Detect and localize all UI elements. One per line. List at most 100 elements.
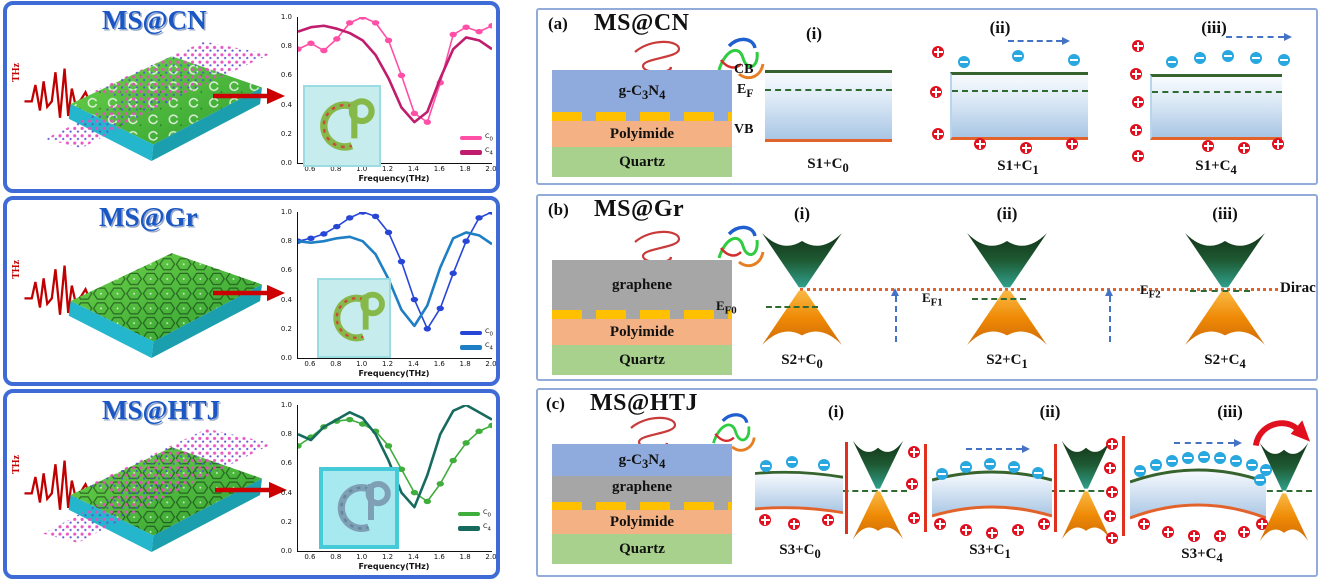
- hole-icon: [934, 518, 946, 530]
- caption: S3+C0: [779, 542, 821, 561]
- y-tick-label: 0.2: [280, 129, 292, 138]
- y-tick-label: 0.8: [280, 430, 292, 439]
- legend-label: C0: [485, 132, 493, 143]
- legend-swatch: [458, 526, 480, 531]
- x-tick-label: 1.6: [433, 165, 445, 173]
- hole-icon: [960, 524, 972, 536]
- cn-sheet: [93, 41, 270, 106]
- hole-icon: [1012, 524, 1024, 536]
- hole-icon: [1038, 518, 1050, 530]
- hole-icon: [788, 518, 800, 530]
- hole-icon: [1104, 462, 1116, 474]
- hole-icon: [822, 514, 834, 526]
- x-axis-label: Frequency(THz): [358, 174, 430, 183]
- electron-icon: [760, 460, 772, 472]
- dirac-cone: [967, 233, 1047, 345]
- layer-gc3n4: g-C3N4: [552, 70, 732, 112]
- x-tick-label: 2.0: [485, 553, 497, 561]
- legend-label: C0: [485, 327, 493, 338]
- x-tick-label: 0.8: [330, 360, 342, 368]
- thz-waveform-icon: [24, 68, 97, 118]
- y-tick-label: 0.6: [280, 266, 292, 275]
- sample-stack-gr: graphene Polyimide Quartz: [552, 260, 732, 375]
- caption: S2+C1: [986, 352, 1028, 371]
- plot-area: [297, 17, 492, 164]
- hole-icon: [1162, 526, 1174, 538]
- legend-swatch: [460, 345, 482, 350]
- panel-c-band-diagram-htj: (c) MS@HTJ g-C3N4 graphene Polyimide Qua…: [536, 388, 1318, 577]
- hole-icon: [1104, 510, 1116, 522]
- hole-icon: [1188, 530, 1200, 542]
- hole-icon: [1238, 526, 1250, 538]
- electron-icon: [1214, 452, 1226, 464]
- x-tick-label: 0.6: [304, 360, 316, 368]
- transmission-curves: [298, 17, 492, 125]
- hole-icon: [974, 138, 986, 150]
- legend: C0 C4: [460, 131, 493, 160]
- hole-icon: [1238, 142, 1250, 154]
- caption: S3+C1: [969, 542, 1011, 561]
- hole-icon: [908, 512, 920, 524]
- transmission-curves: [298, 212, 492, 332]
- fermi-shift-arrow: [891, 288, 899, 342]
- x-tick-label: 1.0: [356, 553, 368, 561]
- legend-item: C0: [460, 326, 493, 340]
- x-tick-label: 1.8: [459, 165, 471, 173]
- diagram-header: (iii): [1212, 204, 1238, 223]
- hole-icon: [1202, 140, 1214, 152]
- caption: S1+C4: [1195, 158, 1237, 177]
- junction-interface-line: [845, 442, 848, 534]
- hole-icon: [1130, 124, 1142, 136]
- y-tick-label: 0.0: [280, 547, 292, 555]
- electron-icon: [1134, 465, 1146, 477]
- panel-b-band-diagram-gr: (b) MS@Gr graphene Polyimide Quartz (i) …: [536, 194, 1318, 381]
- y-tick-label: 0.6: [280, 71, 292, 80]
- electron-drift-arrow: [1174, 438, 1242, 447]
- cb-label: CB: [734, 62, 754, 77]
- electron-icon: [1260, 464, 1272, 476]
- electron-icon: [1254, 474, 1266, 486]
- electron-icon: [818, 459, 830, 471]
- electron-icon: [1250, 52, 1262, 64]
- thz-waveform-icon: [24, 265, 97, 315]
- unit-cell-inset: [303, 85, 381, 167]
- gold-metasurface-layer: [552, 502, 732, 510]
- legend-swatch: [460, 150, 482, 155]
- electron-icon: [1150, 459, 1162, 471]
- x-tick-label: 0.8: [330, 553, 342, 561]
- panel-label: (c): [546, 394, 565, 413]
- plot-ms-cn: 1.0 0.8 0.6 0.4 0.2 0.0 0.6 0.8 1.0 1.2 1.4 1.6 1.8…: [267, 7, 499, 189]
- x-axis-ticks: 0.6 0.8 1.0 1.2 1.4 1.6 1.8 2.0: [297, 165, 496, 174]
- y-tick-label: 0.6: [280, 459, 292, 468]
- y-tick-label: 0.0: [280, 159, 292, 167]
- y-tick-label: 1.0: [280, 13, 292, 21]
- dirac-cone: [852, 440, 904, 540]
- x-tick-label: 1.4: [407, 553, 419, 561]
- fermi-level-line: [972, 298, 1026, 300]
- panel-title: MS@HTJ: [590, 390, 698, 416]
- electron-icon: [1012, 50, 1024, 62]
- legend-swatch: [460, 330, 482, 336]
- dirac-point-line: [800, 288, 1278, 291]
- panel-ms-cn: MS@CN THz 1.0 0.8 0.6 0.4 0.2 0.0 0.6 0.8 1.0 1.…: [3, 1, 500, 193]
- hole-icon: [906, 478, 918, 490]
- legend-swatch: [460, 135, 482, 141]
- legend-label: C4: [483, 522, 491, 533]
- caption: S3+C4: [1181, 546, 1223, 565]
- unit-cell-inset: [319, 467, 399, 549]
- electron-icon: [1008, 461, 1020, 473]
- panel-ms-gr: MS@Gr THz 1.0 0.8 0.6 0.4 0.2 0.0 0.6 0.8 1.0 1.…: [3, 196, 500, 386]
- layer-quartz: Quartz: [552, 147, 732, 177]
- panel-ms-htj: MS@HTJ THz 1.0 0.8 0.6 0.4 0.2 0.0 0.6 0.8 1.0 1…: [3, 389, 500, 579]
- legend: C0 C4: [460, 326, 493, 355]
- sample-stack-htj: g-C3N4 graphene Polyimide Quartz: [552, 444, 732, 564]
- fermi-level-line: [766, 306, 818, 308]
- y-tick-label: 0.4: [280, 488, 292, 497]
- hole-icon: [1132, 96, 1144, 108]
- x-tick-label: 1.2: [381, 360, 394, 368]
- x-tick-label: 2.0: [485, 165, 497, 173]
- panel-title: MS@Gr: [99, 202, 198, 232]
- diagram-header: (iii): [1217, 402, 1243, 421]
- x-tick-label: 2.0: [485, 360, 497, 368]
- fermi-label: EF1: [922, 290, 943, 309]
